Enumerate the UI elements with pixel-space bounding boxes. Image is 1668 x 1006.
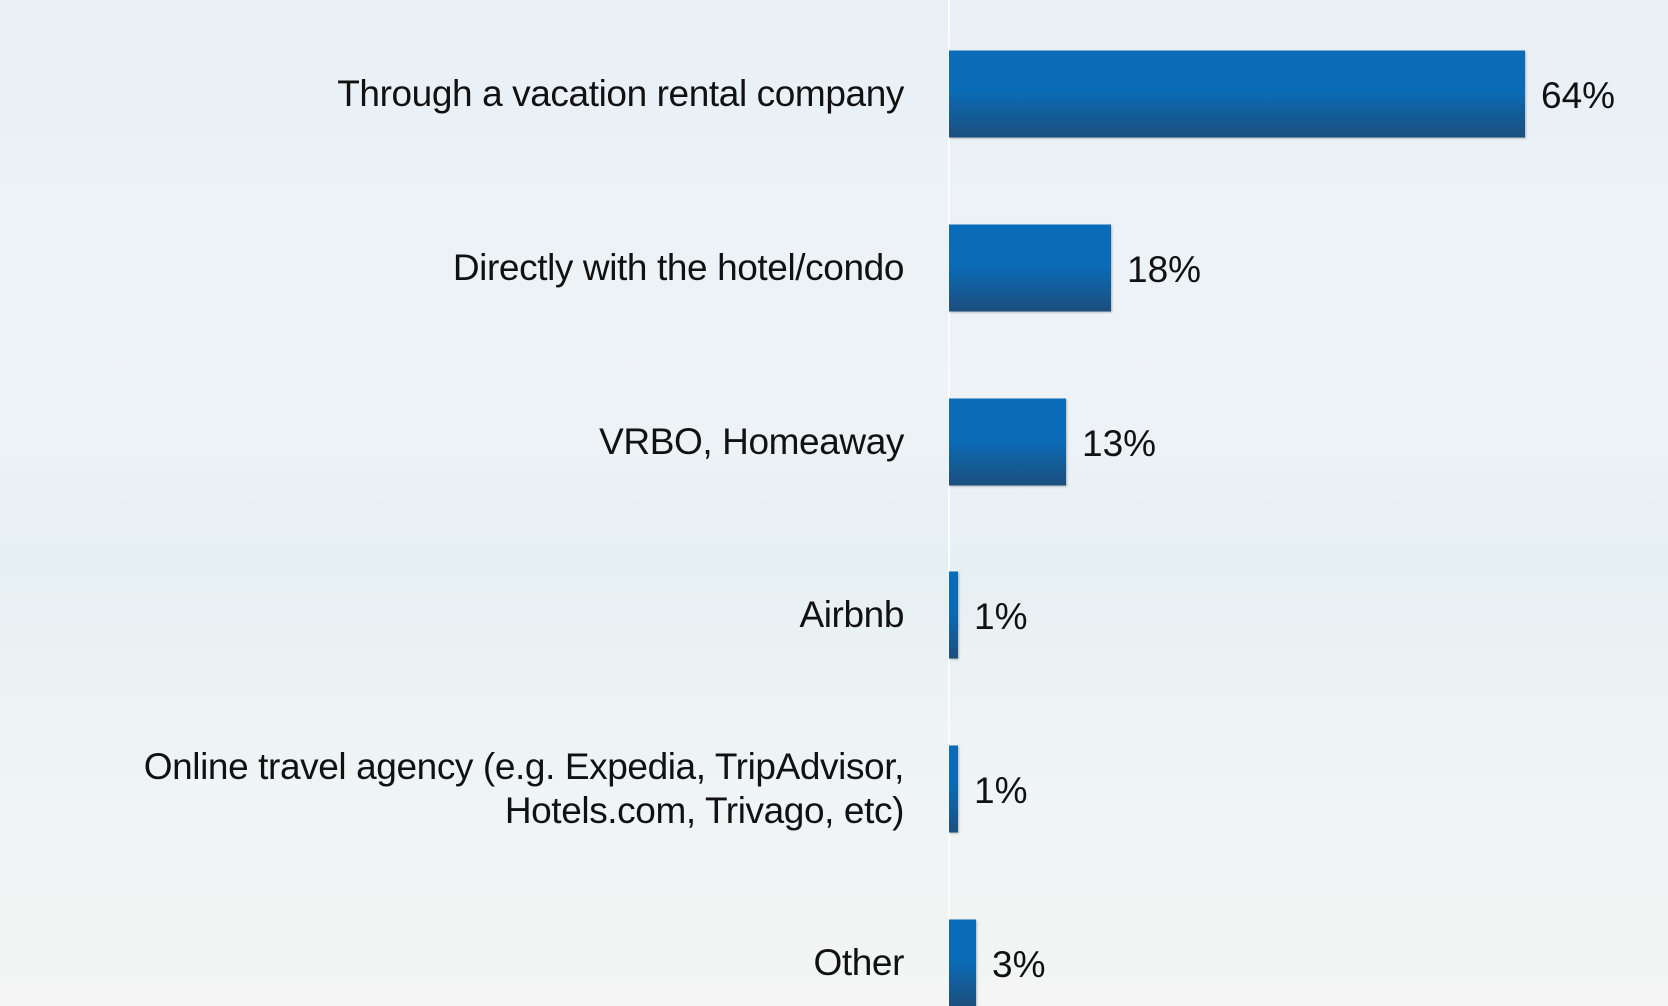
bar: [949, 919, 976, 1006]
category-label: VRBO, Homeaway: [599, 420, 904, 462]
axis-line: [948, 0, 950, 1006]
bar: [949, 50, 1525, 138]
value-label: 1%: [974, 770, 1028, 812]
value-label: 13%: [1082, 422, 1157, 464]
category-label: Online travel agency (e.g. Expedia, Trip…: [143, 746, 905, 832]
bar: [949, 398, 1066, 486]
bar: [949, 745, 958, 833]
value-label: 18%: [1127, 248, 1202, 290]
category-label: Directly with the hotel/condo: [452, 246, 905, 288]
bar: [949, 224, 1111, 312]
value-label: 1%: [974, 596, 1028, 638]
category-label: Other: [813, 942, 904, 983]
bar: [949, 571, 958, 659]
category-label: Through a vacation rental company: [337, 73, 904, 114]
value-label: 64%: [1541, 75, 1616, 116]
category-label: Airbnb: [799, 594, 904, 636]
value-label: 3%: [992, 944, 1046, 985]
